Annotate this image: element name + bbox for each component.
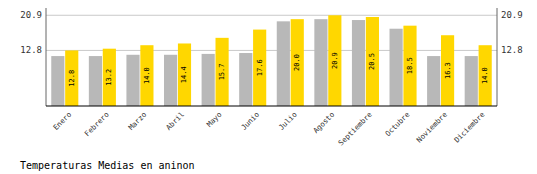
bar bbox=[277, 21, 290, 106]
x-axis-line bbox=[46, 106, 497, 107]
x-tick-label: Octubre bbox=[383, 110, 411, 138]
bar bbox=[65, 50, 78, 106]
bar bbox=[216, 38, 229, 106]
x-tick-label: Enero bbox=[51, 110, 73, 132]
y-tick-label: 20.9 bbox=[20, 10, 42, 20]
bar bbox=[465, 56, 478, 106]
data-label: 20.0 bbox=[293, 54, 301, 71]
x-tick-label: Abril bbox=[164, 110, 186, 132]
data-label: 13.2 bbox=[105, 69, 113, 86]
x-tick-label: Agosto bbox=[311, 110, 336, 135]
title: Temperaturas Medias en aninon bbox=[20, 160, 195, 171]
data-label: 20.9 bbox=[331, 52, 339, 69]
bar bbox=[164, 55, 177, 106]
bar bbox=[427, 56, 440, 106]
x-tick-label: Septiembre bbox=[336, 110, 373, 147]
bar bbox=[126, 55, 139, 106]
x-tick-label: Febrero bbox=[83, 110, 111, 138]
bar bbox=[239, 53, 252, 106]
bar bbox=[479, 45, 492, 106]
bar bbox=[51, 56, 64, 106]
bar bbox=[403, 26, 416, 106]
bar bbox=[103, 49, 116, 106]
y-axis-line bbox=[46, 8, 47, 106]
bar bbox=[441, 35, 454, 106]
bar bbox=[253, 30, 266, 106]
data-label: 14.0 bbox=[143, 67, 151, 84]
y2-tick-label: 20.9 bbox=[501, 10, 523, 20]
chart: 12.8 20.9 12.8 20.9 12.8 13.2 14.0 14.4 15.7 17.6… bbox=[0, 0, 537, 174]
data-label: 14.0 bbox=[481, 67, 489, 84]
bar bbox=[352, 20, 365, 106]
bars bbox=[51, 15, 491, 106]
data-label: 18.5 bbox=[406, 57, 414, 74]
y2-axis-line bbox=[497, 8, 498, 106]
bar bbox=[366, 17, 379, 106]
bar bbox=[178, 43, 191, 106]
x-tick-label: Mayo bbox=[205, 110, 224, 129]
grid-line bbox=[46, 15, 497, 16]
bar bbox=[314, 19, 327, 106]
bar bbox=[291, 19, 304, 106]
bar bbox=[328, 15, 341, 106]
x-tick-label: Diciembre bbox=[452, 110, 486, 144]
data-label: 15.7 bbox=[218, 63, 226, 80]
x-tick-label: Julio bbox=[277, 110, 299, 132]
data-label: 17.6 bbox=[256, 59, 264, 76]
bar bbox=[390, 29, 403, 106]
bar bbox=[202, 54, 215, 106]
y-tick-label: 12.8 bbox=[20, 45, 42, 55]
x-tick-label: Junio bbox=[239, 110, 261, 132]
x-tick-label: Marzo bbox=[126, 110, 148, 132]
data-label: 20.5 bbox=[368, 53, 376, 70]
x-tick-label: Noviembre bbox=[415, 110, 449, 144]
data-label: 12.8 bbox=[68, 70, 76, 87]
data-label: 14.4 bbox=[180, 66, 188, 83]
y2-tick-label: 12.8 bbox=[501, 45, 523, 55]
bar bbox=[89, 56, 102, 106]
bar bbox=[140, 45, 153, 106]
data-label: 16.3 bbox=[444, 62, 452, 79]
